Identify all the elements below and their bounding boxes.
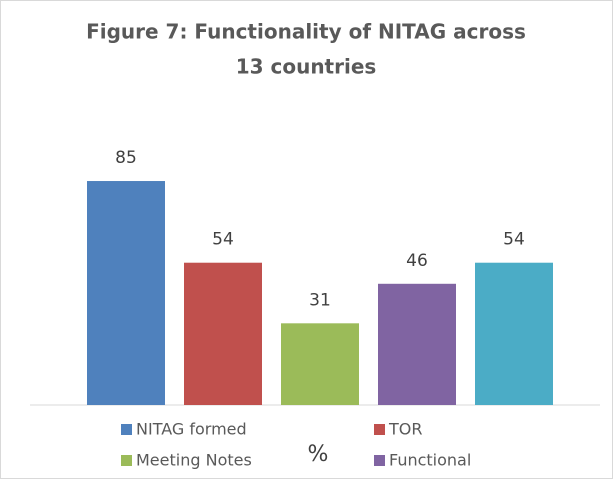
- chart-title: 13 countries: [236, 55, 377, 79]
- legend-label: Meeting Notes: [136, 451, 252, 470]
- legend-label: TOR: [388, 420, 422, 439]
- x-axis-label: %: [308, 442, 329, 467]
- legend-swatch: [374, 455, 385, 466]
- data-label: 85: [115, 148, 137, 168]
- data-label: 54: [212, 230, 234, 250]
- legend-swatch: [121, 424, 132, 435]
- legend-label: NITAG formed: [136, 420, 247, 439]
- legend-swatch: [121, 455, 132, 466]
- data-label: 54: [503, 230, 525, 250]
- data-label: 46: [406, 251, 428, 271]
- legend-swatch: [374, 424, 385, 435]
- bar: [87, 181, 165, 405]
- bar: [378, 283, 456, 405]
- bar: [475, 262, 553, 405]
- data-label: 31: [309, 290, 331, 310]
- bar: [281, 323, 359, 405]
- bar: [184, 262, 262, 405]
- chart-title: Figure 7: Functionality of NITAG across: [86, 20, 526, 44]
- legend-label: Functional: [389, 451, 471, 470]
